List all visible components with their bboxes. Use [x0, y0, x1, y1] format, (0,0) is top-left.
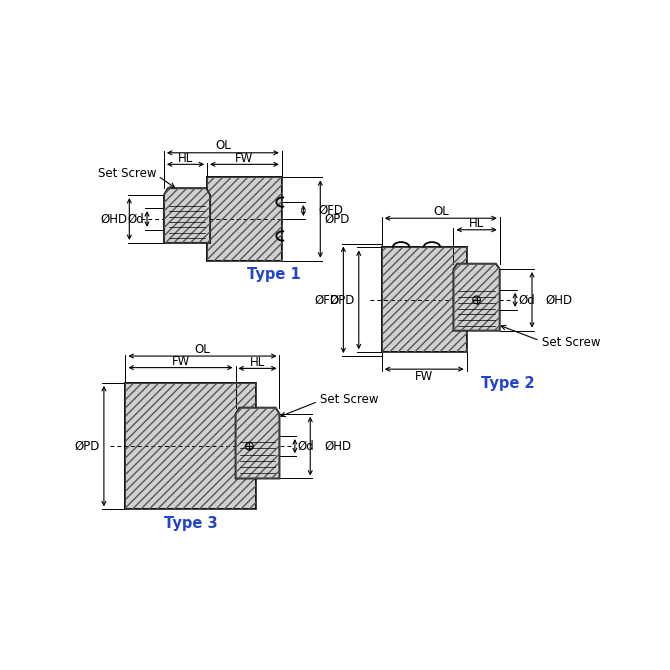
Text: HL: HL [469, 217, 484, 230]
Text: ØHD: ØHD [546, 293, 573, 306]
Text: FW: FW [415, 370, 433, 383]
Text: FW: FW [235, 151, 253, 165]
Polygon shape [207, 178, 282, 261]
Text: Type 3: Type 3 [164, 516, 218, 531]
Text: OL: OL [433, 205, 449, 218]
Text: HL: HL [250, 356, 265, 369]
Text: ØPD: ØPD [330, 293, 355, 306]
Text: ØPD: ØPD [324, 212, 350, 226]
Text: Set Screw: Set Screw [98, 167, 156, 180]
Text: OL: OL [194, 342, 210, 356]
Text: Ød: Ød [127, 212, 144, 226]
Polygon shape [454, 264, 500, 331]
Text: ØFD: ØFD [319, 204, 344, 217]
Text: ØHD: ØHD [100, 212, 127, 226]
Text: Type 2: Type 2 [480, 375, 534, 391]
Polygon shape [164, 188, 210, 243]
Text: Ød: Ød [298, 440, 315, 453]
Text: Set Screw: Set Screw [542, 336, 600, 348]
Text: Set Screw: Set Screw [320, 393, 378, 407]
Text: ØFD: ØFD [314, 293, 340, 306]
Text: Ød: Ød [518, 293, 535, 306]
Text: OL: OL [215, 139, 230, 152]
Text: ØPD: ØPD [74, 440, 100, 453]
Polygon shape [382, 247, 466, 352]
Polygon shape [125, 383, 257, 509]
Text: FW: FW [172, 355, 190, 368]
Text: HL: HL [178, 151, 193, 165]
Text: Type 1: Type 1 [247, 267, 301, 282]
Polygon shape [236, 407, 279, 478]
Text: ØHD: ØHD [324, 440, 351, 453]
